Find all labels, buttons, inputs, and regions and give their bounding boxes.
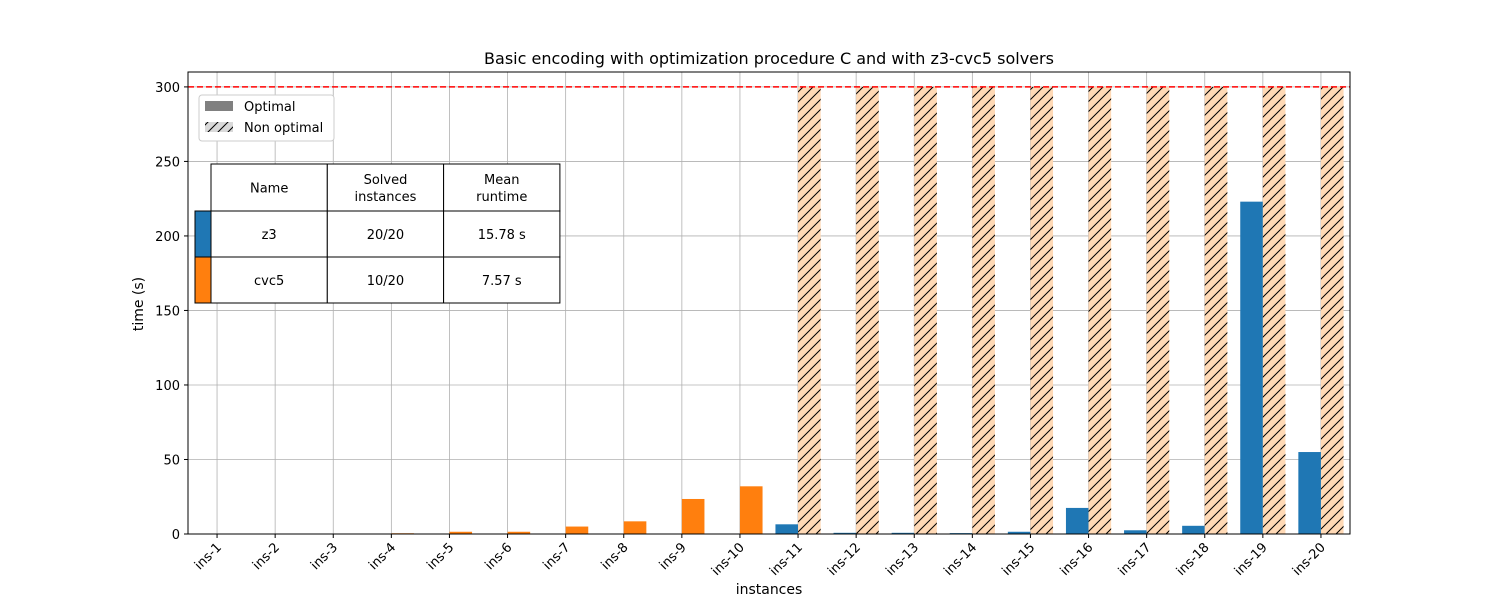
table-header-text: Solved xyxy=(364,173,408,188)
x-tick-label: ins-18 xyxy=(1174,540,1213,579)
y-axis-label: time (s) xyxy=(131,277,147,331)
x-tick-label: ins-6 xyxy=(482,540,515,573)
chart-title: Basic encoding with optimization procedu… xyxy=(484,49,1054,68)
y-tick-label: 300 xyxy=(155,81,180,96)
bar-cvc5-ins-11-hatch xyxy=(798,86,821,534)
legend-swatch-solid xyxy=(205,101,233,111)
table-cell-text: 7.57 s xyxy=(482,274,522,289)
summary-table: Name Solved instances Mean runtime z3 20/20 15.… xyxy=(194,163,561,304)
bar-cvc5-ins-6 xyxy=(507,531,531,534)
x-tick-label: ins-20 xyxy=(1290,540,1329,579)
table-header-text: runtime xyxy=(476,190,527,205)
y-tick-label: 100 xyxy=(155,379,180,394)
x-tick-label: ins-14 xyxy=(941,540,980,579)
bar-z3-ins-11 xyxy=(775,524,799,534)
bar-z3-ins-19 xyxy=(1240,201,1263,534)
bar-z3-ins-17 xyxy=(1124,530,1147,534)
y-tick-label: 0 xyxy=(172,528,180,543)
x-tick-label: ins-19 xyxy=(1232,540,1271,579)
x-tick-label: ins-2 xyxy=(250,540,283,573)
table-header-cell xyxy=(210,163,328,212)
bar-cvc5-ins-16-hatch xyxy=(1088,86,1112,534)
bar-cvc5-ins-9 xyxy=(681,498,705,534)
table-header-text: instances xyxy=(355,190,417,205)
table-header-text: Name xyxy=(250,182,288,197)
legend-swatch-hatch xyxy=(205,122,233,132)
bar-cvc5-ins-7 xyxy=(565,526,589,534)
bar-cvc5-ins-8 xyxy=(623,521,647,534)
x-tick-label: ins-4 xyxy=(366,540,399,573)
bar-cvc5-ins-18-hatch xyxy=(1204,86,1228,534)
legend-label: Optimal xyxy=(244,100,295,115)
bar-cvc5-ins-13-hatch xyxy=(914,86,937,534)
x-tick-label: ins-8 xyxy=(599,540,632,573)
table-cell-text: 15.78 s xyxy=(478,228,526,243)
y-tick-label: 200 xyxy=(155,230,180,245)
bar-z3-ins-12 xyxy=(833,532,857,534)
bar-z3-ins-15 xyxy=(1007,531,1031,534)
bar-cvc5-ins-19-hatch xyxy=(1262,86,1286,534)
x-tick-label: ins-16 xyxy=(1058,540,1097,579)
bar-cvc5-ins-10 xyxy=(739,486,763,534)
x-tick-label: ins-10 xyxy=(709,540,748,579)
x-tick-label: ins-7 xyxy=(541,540,574,573)
table-row-color-z3 xyxy=(194,210,212,258)
bar-cvc5-ins-14-hatch xyxy=(972,86,995,534)
x-tick-label: ins-1 xyxy=(192,540,225,573)
table-header-text: Mean xyxy=(484,173,519,188)
table-cell xyxy=(326,210,445,258)
table-cell-text: z3 xyxy=(262,228,277,243)
bar-cvc5-ins-15-hatch xyxy=(1030,86,1054,534)
x-tick-label: ins-11 xyxy=(767,540,806,579)
bar-z3-ins-18 xyxy=(1182,525,1205,534)
bar-cvc5-ins-20-hatch xyxy=(1320,86,1344,534)
x-tick-label: ins-13 xyxy=(883,540,922,579)
bar-z3-ins-13 xyxy=(891,532,915,534)
table-cell-text: 20/20 xyxy=(367,228,404,243)
x-tick-label: ins-5 xyxy=(424,540,457,573)
table-cell xyxy=(443,210,561,258)
plot-frame xyxy=(187,71,1351,535)
legend-label: Non optimal xyxy=(244,121,323,136)
bar-z3-ins-20 xyxy=(1298,452,1321,534)
y-tick-label: 150 xyxy=(155,304,180,319)
y-tick-label: 50 xyxy=(163,453,180,468)
bars xyxy=(188,86,1350,534)
bar-cvc5-ins-5 xyxy=(449,531,473,534)
x-tick-label: ins-15 xyxy=(999,540,1038,579)
table-cell-text: 10/20 xyxy=(367,274,404,289)
x-tick-label: ins-17 xyxy=(1116,540,1155,579)
table-cell xyxy=(210,210,328,258)
legend: Optimal Non optimal xyxy=(198,94,335,142)
bar-cvc5-ins-17-hatch xyxy=(1146,86,1170,534)
x-tick-label: ins-3 xyxy=(308,540,341,573)
bar-z3-ins-16 xyxy=(1065,507,1089,534)
table-cell xyxy=(443,256,561,304)
bar-cvc5-ins-12-hatch xyxy=(856,86,879,534)
x-axis-label: instances xyxy=(736,582,803,598)
x-tick-label: ins-12 xyxy=(825,540,864,579)
table-cell-text: cvc5 xyxy=(254,274,284,289)
y-tick-label: 250 xyxy=(155,155,180,170)
x-tick-label: ins-9 xyxy=(657,540,690,573)
table-row-color-cvc5 xyxy=(194,256,212,304)
table-cell xyxy=(326,256,445,304)
table-cell xyxy=(210,256,328,304)
